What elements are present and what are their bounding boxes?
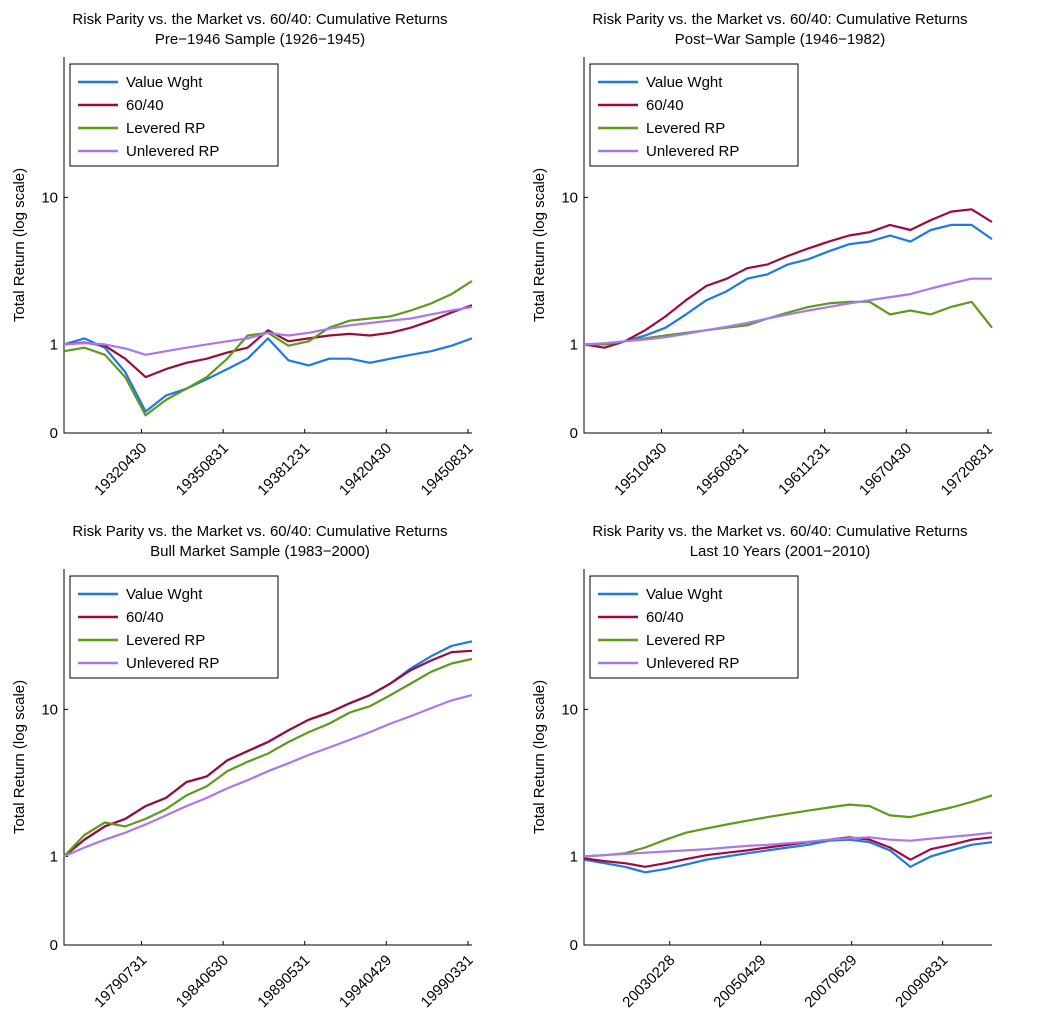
x-tick-label: 20030228 (619, 952, 678, 1011)
series-line-levered-rp (583, 794, 993, 858)
y-tick-label: 0 (50, 937, 58, 954)
chart-2: Risk Parity vs. the Market vs. 60/40: Cu… (531, 11, 997, 499)
legend: Value Wght 60/40 Levered RP Unlevered RP (69, 575, 279, 679)
series-line-unlevered-rp (63, 694, 473, 858)
legend-label: 60/40 (646, 609, 684, 626)
chart-4: Risk Parity vs. the Market vs. 60/40: Cu… (531, 523, 993, 1011)
chart-subtitle: Post−War Sample (1946−1982) (675, 31, 885, 48)
series-line-value-wght (584, 223, 993, 346)
x-tick-label: 20090831 (892, 952, 951, 1011)
y-tick-label: 1 (50, 336, 58, 353)
x-tick-label: 19890531 (254, 952, 313, 1011)
chart-3: Risk Parity vs. the Market vs. 60/40: Cu… (11, 523, 477, 1011)
x-tick-label: 19940429 (336, 952, 395, 1011)
chart-title: Risk Parity vs. the Market vs. 60/40: Cu… (592, 523, 967, 540)
legend-label: Value Wght (126, 586, 203, 603)
legend: Value Wght 60/40 Levered RP Unlevered RP (69, 63, 279, 167)
series-line-unlevered-rp (583, 831, 993, 858)
x-tick-label: 19381231 (254, 440, 313, 499)
x-tick-label: 19510430 (611, 440, 670, 499)
x-tick-label: 19420430 (336, 440, 395, 499)
series-line-60-40 (63, 304, 473, 379)
x-tick-label: 19350831 (173, 440, 232, 499)
y-tick-label: 1 (570, 336, 578, 353)
x-tick-label: 20070629 (801, 952, 860, 1011)
y-tick-label: 0 (570, 425, 578, 442)
series-line-unlevered-rp (63, 305, 473, 356)
x-tick-label: 19720831 (938, 440, 997, 499)
x-tick-label: 19990331 (418, 952, 477, 1011)
x-tick-label: 19450831 (418, 440, 477, 499)
y-axis-label: Total Return (log scale) (11, 168, 28, 322)
chart-subtitle: Pre−1946 Sample (1926−1945) (155, 31, 365, 48)
legend-label: Value Wght (646, 586, 723, 603)
series-line-60-40 (63, 649, 473, 858)
x-tick-label: 19560831 (693, 440, 752, 499)
chart-1: Risk Parity vs. the Market vs. 60/40: Cu… (11, 11, 477, 499)
series-line-levered-rp (584, 300, 993, 346)
legend-label: 60/40 (646, 97, 684, 114)
series-line-unlevered-rp (583, 277, 992, 346)
y-tick-label: 0 (570, 937, 578, 954)
y-axis-label: Total Return (log scale) (11, 680, 28, 834)
chart-title: Risk Parity vs. the Market vs. 60/40: Cu… (72, 523, 447, 540)
legend-label: 60/40 (126, 97, 164, 114)
chart-subtitle: Last 10 Years (2001−2010) (690, 543, 871, 560)
legend-label: Levered RP (126, 120, 205, 137)
chart-title: Risk Parity vs. the Market vs. 60/40: Cu… (592, 11, 967, 28)
y-tick-label: 1 (50, 848, 58, 865)
x-tick-label: 19611231 (775, 440, 833, 498)
x-tick-label: 19840630 (173, 952, 232, 1011)
series-line-value-wght (63, 337, 473, 413)
legend-label: Levered RP (646, 120, 725, 137)
chart-panel-2: Risk Parity vs. the Market vs. 60/40: Cu… (520, 0, 1040, 512)
legend-label: Value Wght (646, 74, 723, 91)
chart-panel-3: Risk Parity vs. the Market vs. 60/40: Cu… (0, 512, 520, 1024)
x-tick-label: 20050429 (710, 952, 769, 1011)
x-tick-label: 19320430 (91, 440, 150, 499)
legend-label: Unlevered RP (646, 655, 739, 672)
chart-panel-1: Risk Parity vs. the Market vs. 60/40: Cu… (0, 0, 520, 512)
y-axis-label: Total Return (log scale) (531, 168, 548, 322)
y-tick-label: 10 (561, 189, 578, 206)
y-tick-label: 10 (41, 701, 58, 718)
x-tick-label: 19670430 (856, 440, 915, 499)
chart-subtitle: Bull Market Sample (1983−2000) (150, 543, 370, 560)
legend-label: Value Wght (126, 74, 203, 91)
legend-label: Levered RP (646, 632, 725, 649)
chart-title: Risk Parity vs. the Market vs. 60/40: Cu… (72, 11, 447, 28)
y-tick-label: 10 (561, 701, 578, 718)
series-line-60-40 (583, 208, 993, 349)
y-tick-label: 0 (50, 425, 58, 442)
x-tick-label: 19790731 (91, 952, 150, 1011)
y-axis-label: Total Return (log scale) (531, 680, 548, 834)
series-line-levered-rp (63, 657, 473, 858)
legend: Value Wght 60/40 Levered RP Unlevered RP (589, 575, 799, 679)
legend-label: Unlevered RP (126, 655, 219, 672)
legend-label: Unlevered RP (126, 143, 219, 160)
y-tick-label: 10 (41, 189, 58, 206)
legend-label: Unlevered RP (646, 143, 739, 160)
chart-panel-4: Risk Parity vs. the Market vs. 60/40: Cu… (520, 512, 1040, 1024)
legend-label: Levered RP (126, 632, 205, 649)
series-line-value-wght (583, 838, 993, 874)
y-tick-label: 1 (570, 848, 578, 865)
legend-label: 60/40 (126, 609, 164, 626)
legend: Value Wght 60/40 Levered RP Unlevered RP (589, 63, 799, 167)
series-line-60-40 (583, 836, 993, 868)
